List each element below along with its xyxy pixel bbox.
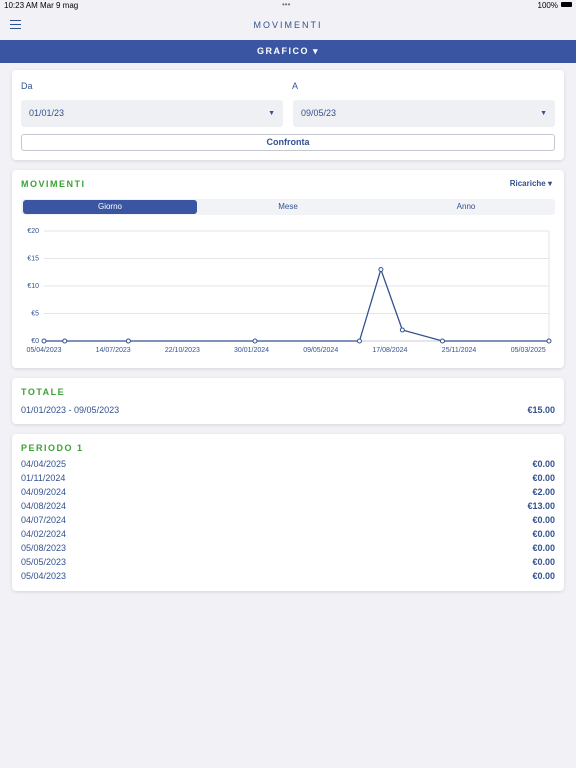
period-card: PERIODO 1 04/04/2025 €0.00 01/11/2024 €0.00… — [12, 434, 564, 591]
row-date: 04/02/2024 — [21, 529, 67, 539]
row-amount: €0.00 — [532, 459, 555, 469]
x-tick-label: 09/05/2024 — [303, 347, 338, 354]
x-tick-label: 05/03/2025 — [511, 347, 546, 354]
compare-button[interactable]: Confronta — [21, 134, 555, 151]
x-tick-label: 14/07/2023 — [96, 347, 131, 354]
row-date: 04/09/2024 — [21, 487, 67, 497]
point — [439, 338, 445, 344]
to-label: A — [292, 81, 299, 91]
point — [546, 338, 552, 344]
tab[interactable]: Mese — [278, 202, 298, 211]
menu-button[interactable] — [10, 20, 21, 29]
filter-card: Da A 01/01/23 ▼ 09/05/23 ▼ Confronta — [12, 70, 564, 160]
row-amount: €0.00 — [532, 515, 555, 525]
status-date: Mar 9 mag — [40, 1, 79, 10]
y-tick-label: €0 — [31, 338, 39, 345]
row-amount: €2.00 — [532, 487, 555, 497]
point — [62, 338, 68, 344]
point — [399, 327, 405, 333]
point — [378, 267, 384, 272]
total-period: 01/01/2023 - 09/05/2023 — [21, 405, 120, 415]
row-date: 04/07/2024 — [21, 515, 67, 525]
row-amount: €0.00 — [532, 557, 555, 567]
tabs: Giorno Mese Anno — [21, 199, 555, 215]
y-tick-label: €15 — [27, 255, 39, 262]
period-row: 04/08/2024 €13.00 — [21, 501, 555, 515]
period-title: PERIODO 1 — [21, 443, 84, 453]
point — [41, 338, 47, 344]
status-time: 10:23 AM — [4, 1, 38, 10]
to-value: 09/05/23 — [301, 108, 337, 118]
x-tick-label: 22/10/2023 — [165, 347, 200, 354]
period-row: 04/04/2025 €0.00 — [21, 459, 555, 473]
row-amount: €0.00 — [532, 543, 555, 553]
y-tick-label: €5 — [31, 310, 39, 317]
period-row: 05/05/2023 €0.00 — [21, 557, 555, 571]
total-card: TOTALE 01/01/2023 - 09/05/2023 €15.00 — [12, 378, 564, 424]
x-tick-label: 25/11/2024 — [442, 347, 477, 354]
period-row: 05/04/2023 €0.00 — [21, 571, 555, 585]
total-title: TOTALE — [21, 387, 66, 397]
point — [252, 338, 258, 344]
row-date: 04/08/2024 — [21, 501, 67, 511]
to-select[interactable]: 09/05/23 ▼ — [293, 100, 555, 127]
row-amount: €13.00 — [527, 501, 555, 511]
row-amount: €0.00 — [532, 529, 555, 539]
from-value: 01/01/23 — [29, 108, 65, 118]
row-date: 05/04/2023 — [21, 571, 67, 581]
chart: €0 €5 €10 €15 €20 05/04/2023 14/07/2023 22/10/2… — [26, 228, 552, 354]
type-dropdown[interactable]: Ricariche ▾ — [509, 179, 552, 188]
header-title: MOVIMENTI — [253, 20, 323, 30]
row-amount: €0.00 — [532, 473, 555, 483]
y-tick-label: €10 — [27, 283, 39, 290]
battery-icon — [561, 2, 572, 7]
view-selector[interactable]: GRAFICO ▾ — [0, 40, 576, 63]
from-select[interactable]: 01/01/23 ▼ — [21, 100, 283, 127]
row-date: 01/11/2024 — [21, 473, 66, 483]
chart-card: MOVIMENTI Ricariche ▾ Giorno Mese Anno €… — [12, 170, 564, 368]
row-date: 05/05/2023 — [21, 557, 67, 567]
period-row: 04/09/2024 €2.00 — [21, 487, 555, 501]
row-date: 04/04/2025 — [21, 459, 67, 469]
tab[interactable]: Anno — [456, 202, 476, 211]
period-row: 04/02/2024 €0.00 — [21, 529, 555, 543]
multitask-dots: ••• — [282, 0, 291, 9]
row-date: 05/08/2023 — [21, 543, 67, 553]
point — [125, 338, 131, 344]
row-amount: €0.00 — [532, 571, 555, 581]
period-row: 04/07/2024 €0.00 — [21, 515, 555, 529]
point — [356, 338, 362, 344]
type-dropdown-label: Ricariche — [509, 179, 546, 188]
x-tick-label: 05/04/2023 — [26, 347, 61, 354]
line — [44, 267, 549, 342]
from-label: Da — [21, 81, 33, 91]
view-selector-label: GRAFICO — [256, 46, 309, 56]
x-tick-label: 17/08/2024 — [372, 347, 407, 354]
total-amount: €15.00 — [527, 405, 555, 415]
chart-card-title: MOVIMENTI — [21, 179, 86, 189]
tab-active[interactable]: Giorno — [23, 200, 197, 214]
x-tick-label: 30/01/2024 — [234, 347, 269, 354]
period-row: 05/08/2023 €0.00 — [21, 543, 555, 557]
period-row: 01/11/2024 €0.00 — [21, 473, 555, 487]
total-row: 01/01/2023 - 09/05/2023 €15.00 — [21, 405, 555, 419]
status-battery: 100% — [537, 1, 558, 10]
y-tick-label: €20 — [27, 228, 39, 235]
